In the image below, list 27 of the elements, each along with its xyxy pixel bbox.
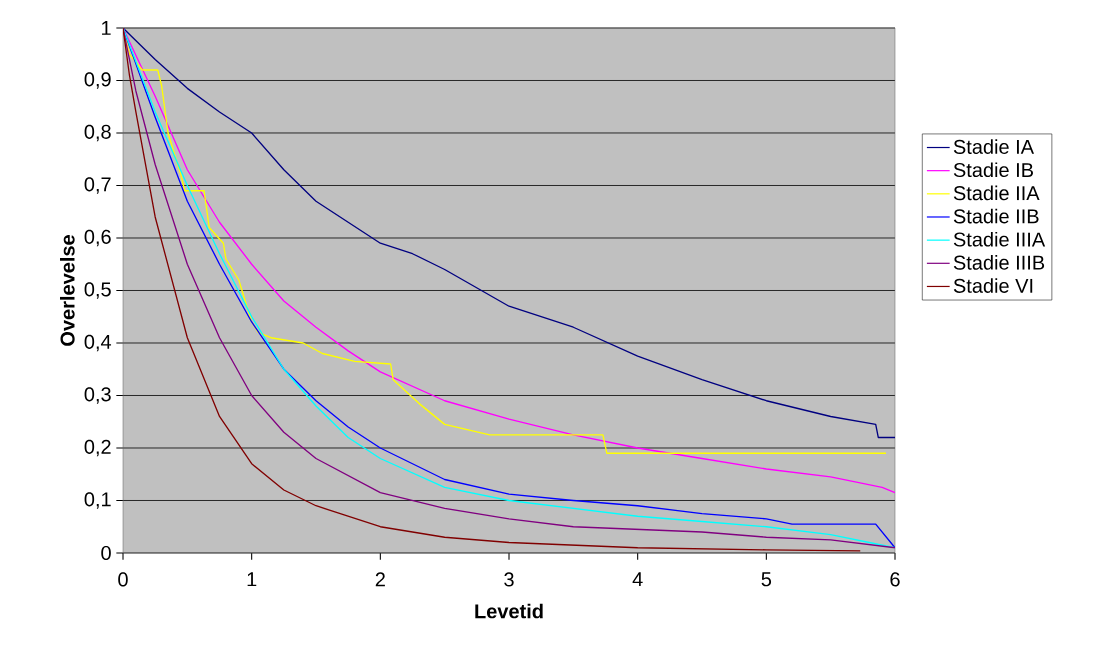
legend-label: Stadie IIA: [953, 185, 1040, 201]
x-tick-label: 4: [632, 572, 643, 587]
y-tick-label: 0: [101, 545, 111, 561]
x-tick-label: 6: [890, 572, 900, 587]
y-axis-title: Overlevelse: [59, 235, 75, 346]
legend-label: Stadie IA: [953, 139, 1035, 154]
y-tick-label: 0,3: [84, 387, 111, 404]
legend-label: Stadie IIIA: [953, 231, 1046, 247]
legend-label: Stadie VI: [953, 278, 1033, 293]
y-tick-label: 0,7: [84, 177, 111, 194]
legend-label: Stadie IIIB: [953, 255, 1045, 270]
y-tick-label: 0,5: [84, 282, 111, 299]
x-tick-label: 5: [761, 572, 772, 587]
y-tick-label: 0,9: [84, 72, 111, 89]
y-tick-label: 0,4: [84, 334, 112, 352]
y-tick-label: 0,1: [84, 492, 111, 509]
y-tick-label: 1: [102, 21, 111, 35]
legend-label: Stadie IIB: [953, 208, 1039, 224]
y-tick-label: 0,8: [84, 124, 111, 142]
x-tick-label: 3: [504, 572, 514, 587]
x-tick-label: 1: [247, 572, 257, 587]
legend-label: Stadie IB: [953, 162, 1033, 178]
x-tick-label: 2: [375, 572, 385, 587]
y-tick-label: 0,2: [84, 439, 111, 457]
y-tick-label: 0,6: [84, 229, 111, 247]
x-tick-label: 0: [118, 572, 128, 587]
x-axis-title: Levetid: [475, 603, 543, 619]
